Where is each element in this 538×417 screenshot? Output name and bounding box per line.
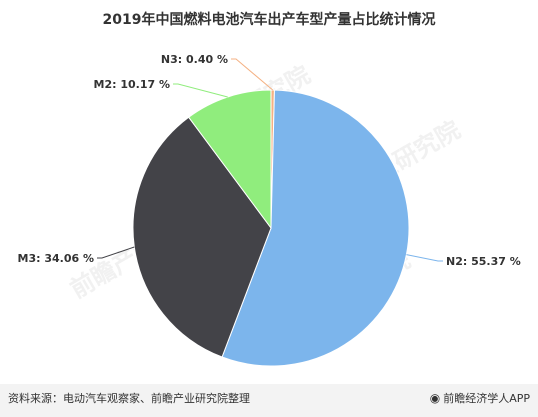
pie-slice-n2: [221, 89, 410, 367]
data-label-m3: M3: 34.06 %: [18, 252, 94, 265]
leader-line-m3: [97, 246, 135, 259]
pie-slice-m2: [187, 89, 272, 230]
data-label-n3: N3: 0.40 %: [161, 53, 228, 66]
footer: 资料来源：电动汽车观察家、前瞻产业研究院整理 ◉ 前瞻经济学人APP: [0, 384, 538, 417]
brand: ◉ 前瞻经济学人APP: [430, 390, 530, 406]
pie-chart: N3: 0.40 % N2: 55.37 % M3: 34.06 % M2: 10.1…: [18, 53, 521, 367]
source-note: 资料来源：电动汽车观察家、前瞻产业研究院整理: [8, 392, 250, 405]
data-label-n2: N2: 55.37 %: [446, 255, 521, 268]
leader-line-n2: [406, 254, 443, 262]
data-label-m2: M2: 10.17 %: [94, 78, 170, 91]
pie-slice-m3: [132, 116, 272, 358]
leader-line-m2: [173, 83, 228, 98]
chart-title: 2019年中国燃料电池汽车出产车型产量占比统计情况: [102, 12, 436, 28]
qianzhan-logo-icon: ◉: [429, 391, 441, 405]
brand-label: 前瞻经济学人APP: [443, 392, 530, 405]
leader-line-n3: [231, 58, 274, 91]
